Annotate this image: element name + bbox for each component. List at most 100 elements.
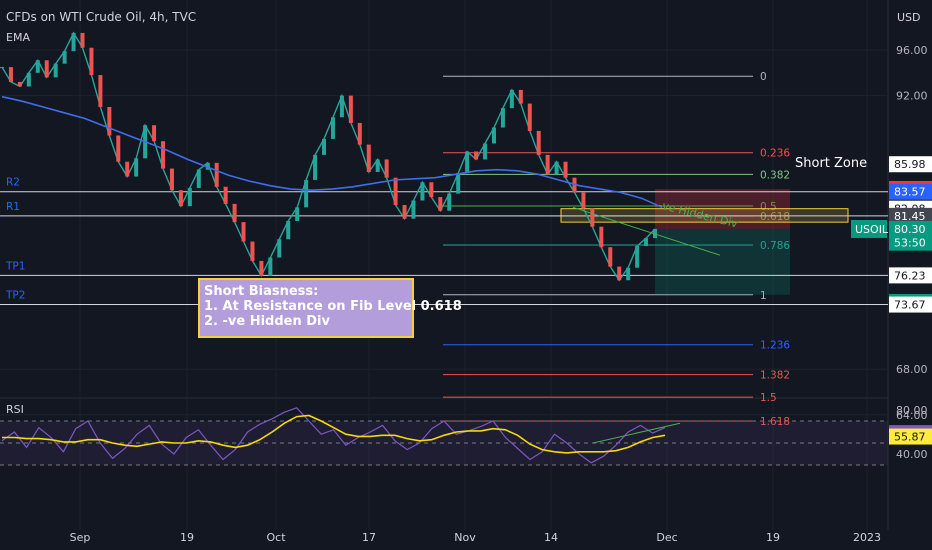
price-candle [232, 203, 237, 223]
price-axis-badge [889, 156, 932, 173]
price-candle [80, 32, 85, 48]
price-candle [241, 222, 246, 242]
time-tick-label: Nov [454, 531, 476, 544]
ema-line [1, 95, 663, 209]
time-tick-label: 14 [544, 531, 558, 544]
note-title: Short Biasness: [204, 284, 319, 299]
price-tick-label: 92.00 [896, 90, 928, 103]
price-candle [554, 161, 559, 175]
time-tick-label: 19 [180, 531, 194, 544]
time-tick-label: Sep [70, 531, 91, 544]
fib-level-label: 0.618 [760, 211, 790, 223]
price-candle [536, 130, 541, 155]
price-series [0, 31, 721, 282]
time-tick-label: 17 [362, 531, 376, 544]
price-candle [304, 179, 309, 208]
fib-level-label: 0.382 [760, 169, 790, 181]
rsi-tick-label: 80.00 [896, 404, 928, 417]
price-candle [366, 144, 371, 172]
price-axis-badge-text: 83.57 [894, 186, 926, 199]
currency-label: USD [897, 11, 921, 24]
trade-zones[interactable] [560, 188, 849, 295]
price-candle [152, 125, 157, 142]
price-candle [8, 67, 13, 82]
fib-level-label: 1.618 [760, 416, 790, 428]
price-axis-badge [889, 296, 932, 313]
time-tick-label: Dec [656, 531, 677, 544]
rsi-line [1, 407, 666, 464]
level-label: TP1 [5, 260, 25, 272]
short-target-zone [655, 228, 790, 295]
price-candle [518, 89, 523, 104]
rsi-label: RSI [6, 403, 24, 416]
price-candle [411, 200, 416, 219]
price-candle [125, 161, 130, 177]
price-candle [491, 127, 496, 144]
indicator-label: EMA [6, 31, 30, 44]
horizontal-levels[interactable]: R2 R1 TP1 TP2 [0, 177, 888, 306]
price-axis-badge-text: 85.98 [894, 158, 926, 171]
price-tick-label: 68.00 [896, 363, 928, 376]
price-axis-badge [889, 183, 932, 200]
fib-retracement[interactable]: 0 0.236 0.382 0.50.618 0.786 1 1.236 1.382 1.5 1.… [443, 71, 790, 428]
price-candle [161, 141, 166, 169]
price-candle [205, 162, 210, 170]
price-candle [35, 60, 40, 73]
short-biasness-note[interactable]: Short Biasness: 1. At Resistance on Fib … [198, 278, 462, 338]
price-candle [357, 122, 362, 145]
price-candle [322, 138, 327, 155]
price-candle [393, 177, 398, 206]
time-tick-label: 19 [766, 531, 780, 544]
rsi-panel: 58.9955.87 [0, 407, 932, 466]
price-tick-label: 96.00 [896, 44, 928, 57]
fib-level-label: 0.786 [760, 240, 790, 252]
price-candle [214, 162, 219, 187]
fib-level-label: 1.382 [760, 370, 790, 382]
rsi-tick-label: 40.00 [896, 448, 928, 461]
price-candle [509, 89, 514, 109]
price-candle [527, 103, 532, 131]
price-axis-badge-text: 80.30 [894, 223, 926, 236]
price-candle [483, 143, 488, 160]
level-label: R1 [6, 201, 20, 213]
price-candle [626, 267, 631, 281]
price-candle [44, 60, 49, 78]
price-candle [26, 72, 31, 87]
note-point-2: 2. -ve Hidden Div [204, 314, 330, 329]
price-candle [286, 221, 291, 240]
chart-title: CFDs on WTI Crude Oil, 4h, TVC [6, 10, 196, 24]
price-candle [277, 239, 282, 258]
price-candle [259, 260, 264, 276]
fib-level-label: 1.5 [760, 392, 777, 404]
price-candle [581, 192, 586, 209]
price-axis-badge-text: 81.45 [894, 210, 926, 223]
price-axis-badge [889, 267, 932, 284]
price-candle [420, 182, 425, 201]
price-candle [348, 95, 353, 123]
fib-level-label: 1.236 [760, 340, 790, 352]
price-candle [0, 67, 4, 69]
rsi-axis-badge-text: 55.87 [894, 431, 926, 444]
rsi-ma-line [2, 414, 666, 454]
note-point-1: 1. At Resistance on Fib Level 0.618 [204, 299, 462, 314]
grid [0, 0, 889, 530]
price-candle [178, 190, 183, 207]
hidden-div-price-line [572, 206, 721, 256]
price-candle [53, 63, 58, 78]
price-candle [474, 151, 479, 160]
price-candle [447, 193, 452, 211]
time-axis[interactable]: Sep 19 Oct 17 Nov 14 Dec 19 2023 [70, 531, 881, 544]
price-candle [107, 107, 112, 136]
price-axis[interactable]: 96.0092.0068.0064.0080.0040.0085.9883.81… [851, 44, 932, 461]
price-candle [268, 257, 273, 276]
price-candle [456, 173, 461, 194]
price-axis-badge [889, 234, 932, 251]
time-tick-label: Oct [266, 531, 286, 544]
price-candle [134, 158, 139, 177]
price-axis-badge [889, 220, 932, 237]
price-candle [313, 154, 318, 180]
price-candle [187, 187, 192, 207]
price-candle [62, 51, 67, 64]
price-candle [169, 168, 174, 191]
